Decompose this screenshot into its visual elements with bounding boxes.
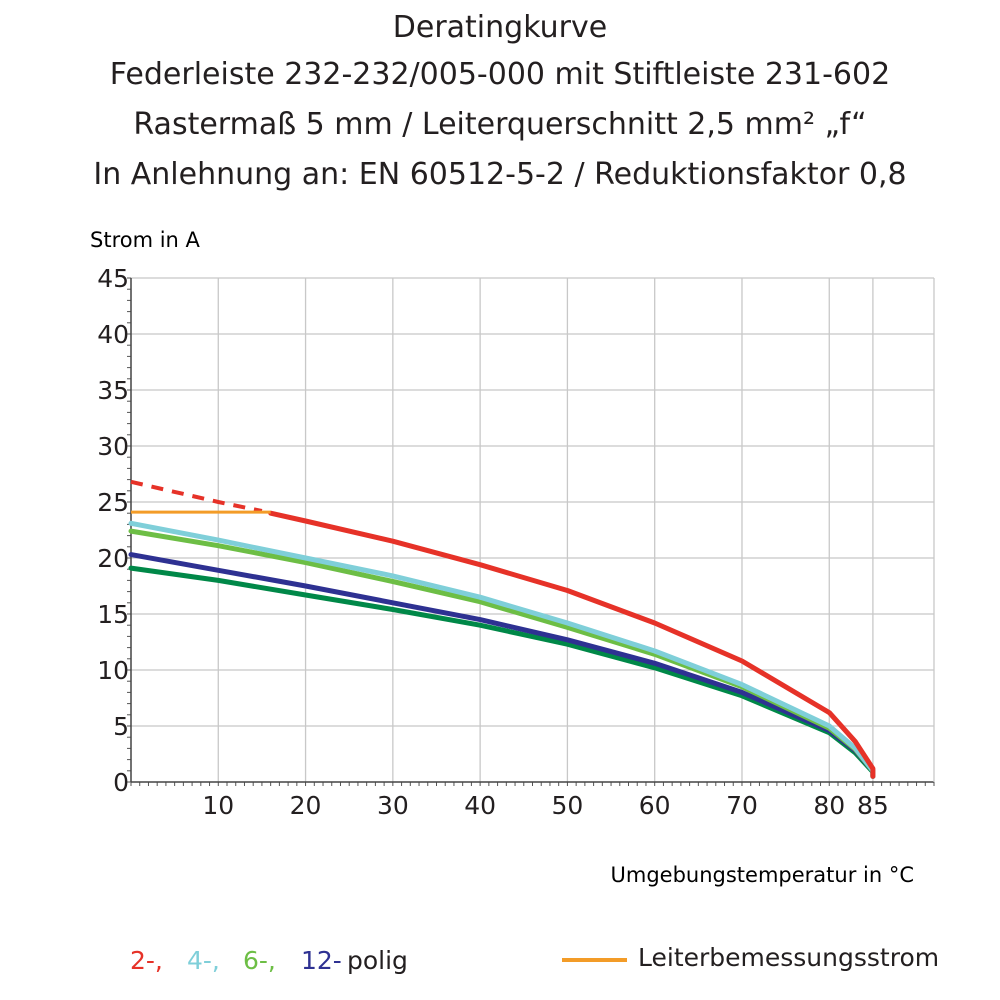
- series-line-4-polig: [128, 520, 876, 779]
- legend-entry: 12-: [301, 946, 342, 975]
- x-axis-label: Umgebungstemperatur in °C: [611, 863, 915, 887]
- y-tick-label: 20: [97, 544, 129, 573]
- y-tick-label: 40: [97, 320, 129, 349]
- legend: 2-, 4-, 6-, 12- polig Leiterbemessungsstrom: [130, 943, 939, 975]
- chart-subtitle-1: Federleiste 232-232/005-000 mit Stiftlei…: [109, 57, 891, 92]
- y-tick-label: 15: [97, 600, 129, 629]
- chart-subtitle-2: Rastermaß 5 mm / Leiterquerschnitt 2,5 m…: [133, 107, 867, 142]
- y-axis-label: Strom in A: [90, 228, 201, 252]
- x-tick-label: 80: [813, 791, 845, 820]
- series-line-dashed-extension: [130, 479, 263, 513]
- y-tick-label: 35: [97, 376, 129, 405]
- legend-entry: 2-,: [130, 946, 163, 975]
- y-tick-label: 5: [113, 712, 129, 741]
- y-tick-label: 45: [97, 264, 129, 293]
- legend-entry: 6-,: [243, 946, 276, 975]
- chart-title: Deratingkurve: [392, 10, 608, 45]
- legend-suffix: polig: [347, 946, 408, 975]
- x-tick-label: 85: [857, 791, 889, 820]
- chart-subtitle-3: In Anlehnung an: EN 60512-5-2 / Reduktio…: [93, 157, 907, 192]
- legend-entry: 4-,: [187, 946, 220, 975]
- y-tick-label: 30: [97, 432, 129, 461]
- series-line-12-polig: [128, 552, 876, 779]
- legend-reference-label: Leiterbemessungsstrom: [638, 943, 939, 972]
- grid: [127, 277, 935, 786]
- x-tick-label: 60: [639, 791, 671, 820]
- series-lines: [128, 479, 876, 779]
- y-tick-label: 10: [97, 656, 129, 685]
- tick-labels: 0 5 10 15 20 25 30 35 40 45 10 20 30 40 50 60 70 80 85: [97, 264, 889, 820]
- y-tick-label: 25: [97, 488, 129, 517]
- series-line-6-polig: [128, 528, 876, 779]
- y-tick-label: 0: [113, 768, 129, 797]
- x-tick-label: 50: [552, 791, 584, 820]
- x-tick-label: 10: [202, 791, 234, 820]
- plot-frame: [130, 278, 935, 783]
- series-line-2-polig: [268, 510, 876, 779]
- x-tick-label: 70: [726, 791, 758, 820]
- x-tick-label: 20: [290, 791, 322, 820]
- x-tick-label: 40: [464, 791, 496, 820]
- x-tick-label: 30: [377, 791, 409, 820]
